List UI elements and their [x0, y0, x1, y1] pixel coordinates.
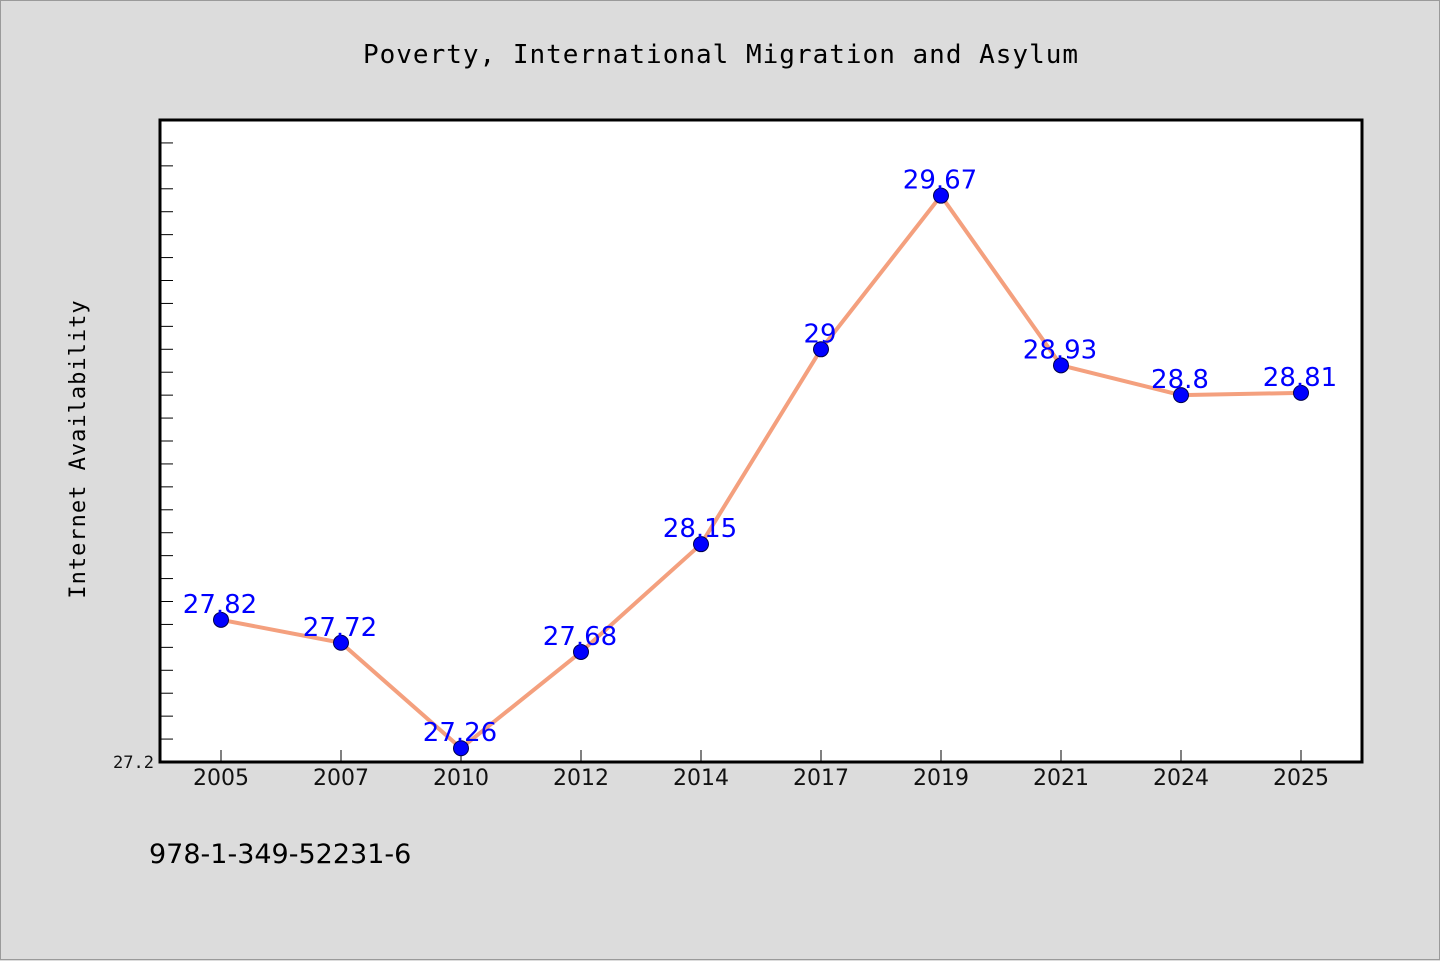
data-point — [1293, 384, 1309, 401]
data-markers — [213, 187, 1309, 757]
data-point — [813, 341, 829, 358]
data-labels: 27.82 27.72 27.26 27.68 28.15 29 29.67 28.93 28.… — [183, 166, 1337, 749]
data-point — [213, 611, 229, 628]
data-label: 27.72 — [303, 613, 377, 643]
footnote-isbn: 978-1-349-52231-6 — [149, 839, 411, 870]
y-axis-tick-labels: 27.2 — [113, 753, 154, 773]
x-tick-label: 2017 — [793, 766, 849, 791]
chart-title: Poverty, International Migration and Asy… — [363, 40, 1079, 70]
plot-area — [158, 118, 1364, 764]
x-tick-label: 2014 — [673, 766, 729, 791]
data-label: 29 — [803, 319, 836, 349]
data-label: 28.93 — [1023, 335, 1097, 365]
data-label: 28.8 — [1151, 365, 1209, 395]
x-tick-label: 2007 — [313, 766, 369, 791]
data-point — [933, 187, 949, 204]
series-line — [219, 193, 1303, 751]
data-label: 28.15 — [663, 514, 737, 544]
data-label: 28.81 — [1263, 363, 1337, 393]
x-tick-label: 2012 — [553, 766, 609, 791]
x-tick-label: 2005 — [193, 766, 249, 791]
data-point — [333, 634, 349, 651]
data-point — [693, 536, 709, 553]
x-tick-label: 2024 — [1153, 766, 1209, 791]
data-point — [573, 643, 589, 660]
y-axis-ticks — [160, 142, 173, 740]
y-tick-label: 27.2 — [113, 753, 154, 773]
x-tick-label: 2025 — [1273, 766, 1329, 791]
x-tick-label: 2021 — [1033, 766, 1089, 791]
data-label: 29.67 — [903, 166, 977, 196]
data-point — [1173, 387, 1189, 404]
y-axis-label: Internet Availability — [66, 299, 91, 598]
data-label: 27.68 — [543, 622, 617, 652]
data-point — [453, 740, 469, 757]
data-point — [1053, 357, 1069, 374]
data-label: 27.26 — [423, 718, 497, 748]
series-line-group — [219, 193, 1303, 751]
data-label: 27.82 — [183, 590, 257, 620]
x-tick-label: 2019 — [913, 766, 969, 791]
x-axis-tick-labels: 2005 2007 2010 2012 2014 2017 2019 2021 2024 2025 — [193, 766, 1329, 791]
x-tick-label: 2010 — [433, 766, 489, 791]
